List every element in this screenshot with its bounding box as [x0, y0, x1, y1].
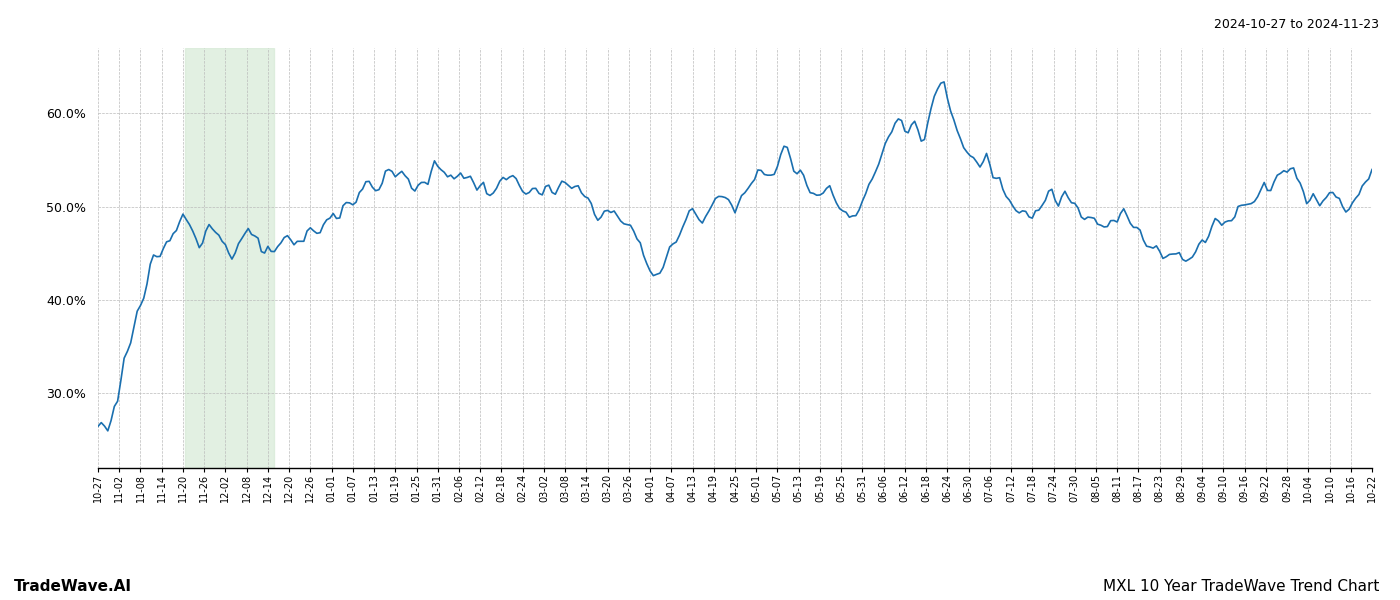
Text: TradeWave.AI: TradeWave.AI — [14, 579, 132, 594]
Bar — [185, 48, 274, 468]
Text: 2024-10-27 to 2024-11-23: 2024-10-27 to 2024-11-23 — [1214, 18, 1379, 31]
Text: MXL 10 Year TradeWave Trend Chart: MXL 10 Year TradeWave Trend Chart — [1103, 579, 1379, 594]
